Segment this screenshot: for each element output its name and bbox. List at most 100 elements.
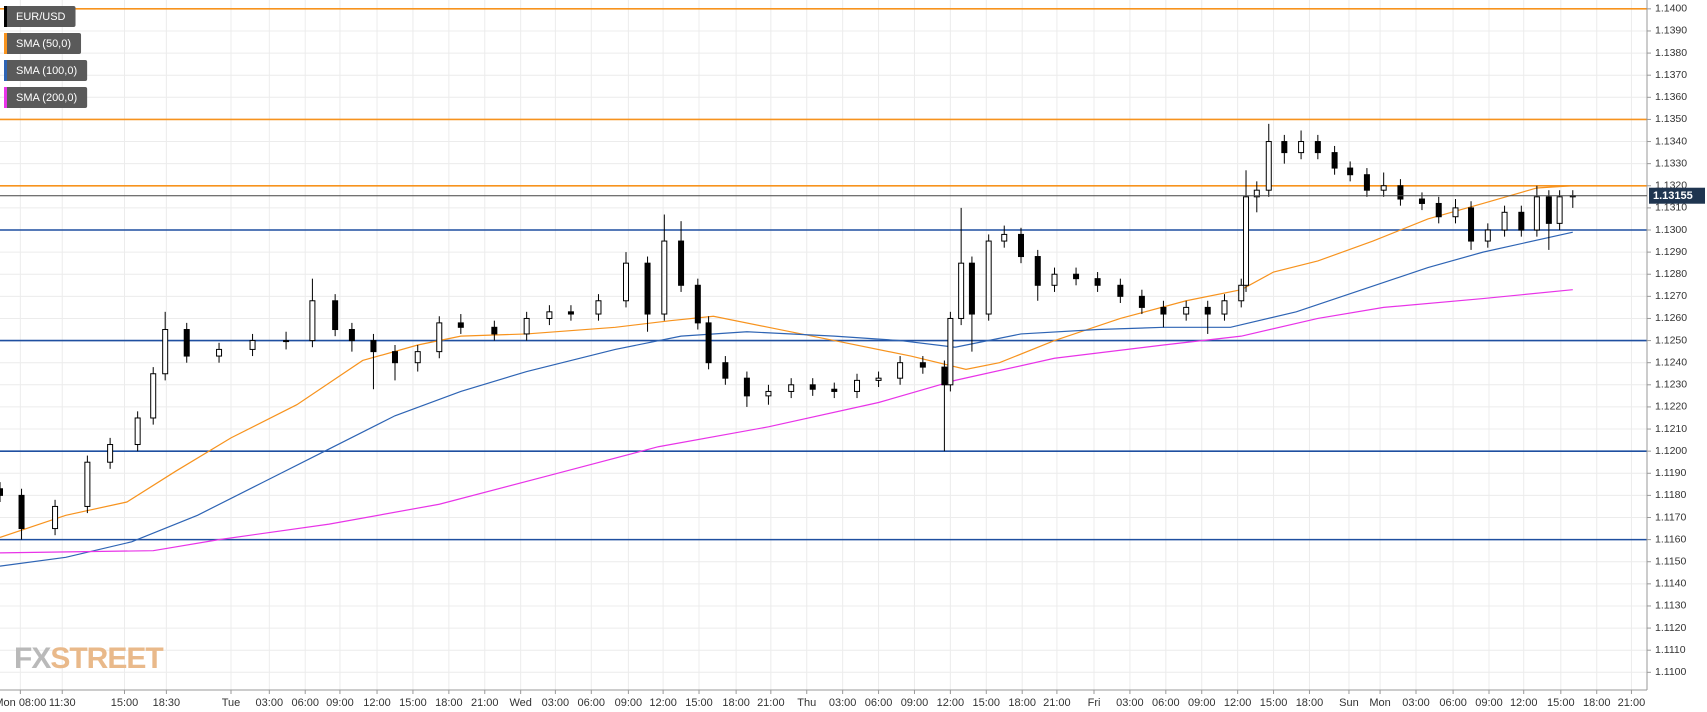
candle-body: [1034, 256, 1041, 286]
y-tick-label: 1.1250: [1655, 334, 1687, 346]
x-tick-label: 09:00: [326, 697, 354, 709]
candle-body: [1051, 273, 1058, 286]
x-tick-label: 15:00: [399, 697, 427, 709]
candle-body: [1117, 284, 1124, 297]
x-tick-label: 18:30: [153, 697, 181, 709]
y-tick-label: 1.1180: [1655, 489, 1686, 501]
legend-label: SMA (50,0): [16, 38, 71, 50]
candle-body: [1347, 167, 1354, 176]
watermark-street: STREET: [50, 642, 163, 675]
x-tick-label: 18:00: [1296, 697, 1324, 709]
candle-body: [1238, 284, 1245, 302]
y-tick-label: 1.1200: [1655, 445, 1687, 457]
legend-swatch: [4, 60, 7, 81]
x-tick-label: Tue: [222, 697, 241, 709]
x-tick-label: 21:00: [1043, 697, 1071, 709]
x-tick-label: 03:00: [542, 697, 570, 709]
candle-body: [162, 329, 169, 375]
y-tick-label: 1.1170: [1655, 511, 1686, 523]
x-tick-label: 21:00: [757, 697, 785, 709]
sma-line: [0, 289, 1573, 554]
candle-body: [1001, 233, 1008, 242]
legend-swatch: [4, 33, 7, 54]
candle-body: [1501, 211, 1508, 231]
y-tick-label: 1.1240: [1655, 356, 1687, 368]
candle-body: [0, 488, 3, 496]
x-tick-label: Mon 08:00: [0, 697, 46, 709]
candle-body: [1533, 196, 1540, 231]
y-tick-label: 1.1350: [1655, 113, 1687, 125]
legend-box: [4, 60, 88, 81]
x-tick-label: 09:00: [1188, 697, 1216, 709]
candle-body: [1435, 202, 1442, 218]
sma-lines: [0, 185, 1573, 567]
candle-body: [1183, 306, 1190, 315]
candle-body: [705, 322, 712, 364]
candle-body: [722, 362, 729, 379]
candle-body: [283, 340, 290, 343]
candle-body: [332, 300, 339, 331]
legend-swatch: [4, 87, 7, 108]
candle-body: [18, 494, 25, 530]
candle-body: [249, 340, 256, 350]
y-tick-label: 1.1150: [1655, 556, 1686, 568]
candle-body: [1484, 229, 1491, 242]
x-tick-label: 21:00: [1618, 697, 1646, 709]
y-tick-label: 1.1310: [1655, 202, 1687, 214]
candle-body: [491, 326, 498, 335]
y-tick-label: 1.1260: [1655, 312, 1687, 324]
x-tick-label: Sun: [1339, 697, 1359, 709]
x-tick-label: 12:00: [1224, 697, 1252, 709]
candle-body: [523, 317, 530, 335]
candle-body: [348, 329, 355, 342]
candle-body: [968, 262, 975, 315]
watermark-fx: FX: [14, 642, 51, 675]
candle-body: [1418, 198, 1425, 204]
candle-body: [1518, 211, 1525, 231]
candle-body: [1253, 189, 1260, 198]
y-tick-label: 1.1110: [1655, 644, 1686, 656]
x-tick-label: 18:00: [1008, 697, 1036, 709]
candle-body: [595, 300, 602, 315]
x-tick-label: 06:00: [578, 697, 606, 709]
candle-body: [84, 461, 91, 507]
y-tick-label: 1.1330: [1655, 157, 1687, 169]
candle-body: [854, 379, 861, 392]
x-tick-label: 06:00: [291, 697, 319, 709]
candle-body: [947, 317, 954, 386]
y-tick-label: 1.1160: [1655, 533, 1686, 545]
legend-box: [4, 33, 82, 54]
legend-box: [4, 6, 76, 27]
x-tick-label: 15:00: [1547, 697, 1575, 709]
y-tick-label: 1.1120: [1655, 622, 1686, 634]
candle-body: [546, 311, 553, 319]
candle-body: [694, 284, 701, 324]
legend-swatch: [4, 6, 7, 27]
y-tick-label: 1.1270: [1655, 290, 1687, 302]
candle-body: [436, 322, 443, 353]
x-tick-label: 03:00: [829, 697, 857, 709]
y-tick-label: 1.1370: [1655, 69, 1687, 81]
candle-body: [414, 351, 421, 364]
x-tick-label: 03:00: [256, 697, 284, 709]
sma-line: [0, 185, 1573, 538]
candle-body: [1160, 306, 1167, 315]
candle-body: [985, 240, 992, 315]
candle-body: [1265, 141, 1272, 191]
x-tick-label: 03:00: [1116, 697, 1144, 709]
x-tick-label: 09:00: [615, 697, 643, 709]
candle-body: [391, 351, 398, 364]
candle-body: [809, 384, 816, 390]
x-tick-label: 06:00: [1152, 697, 1180, 709]
y-tick-label: 1.1280: [1655, 268, 1687, 280]
candle-body: [107, 444, 114, 463]
candle-body: [309, 300, 316, 342]
legend-box: [4, 87, 88, 108]
candle-body: [1298, 141, 1305, 154]
x-tick-label: 12:00: [649, 697, 677, 709]
candle-body: [875, 377, 882, 381]
x-tick-label: Wed: [509, 697, 531, 709]
candle-body: [1094, 278, 1101, 286]
x-tick-label: Fri: [1088, 697, 1101, 709]
